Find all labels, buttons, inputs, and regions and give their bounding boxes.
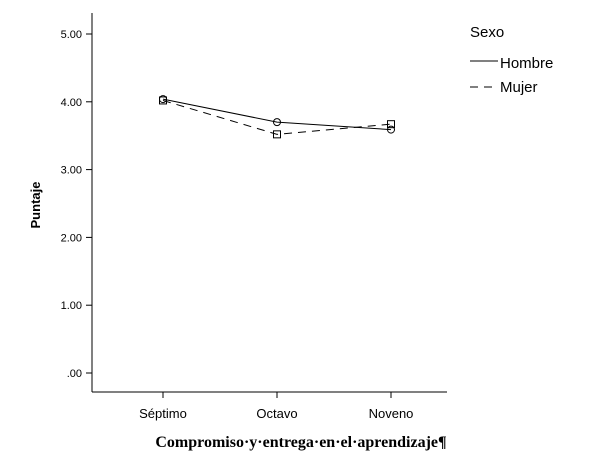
- y-axis-label: Puntaje: [28, 182, 43, 229]
- y-tick-label: .00: [67, 368, 82, 380]
- y-axis-ticks: .00 1.00 2.00 3.00 4.00 5.00: [61, 29, 92, 380]
- point-hombre: [273, 118, 281, 127]
- point-hombre: [387, 125, 395, 134]
- y-tick-label: 4.00: [61, 97, 82, 109]
- legend-label-mujer: Mujer: [500, 79, 538, 96]
- series-line-mujer: [162, 99, 392, 135]
- legend-label-hombre: Hombre: [500, 55, 553, 72]
- y-tick-label: 2.00: [61, 232, 82, 244]
- legend: Sexo Hombre Mujer: [470, 24, 553, 96]
- y-tick-label: 5.00: [61, 29, 82, 41]
- legend-title: Sexo: [470, 24, 504, 41]
- x-axis-ticks: Séptimo Octavo Noveno: [139, 392, 413, 421]
- x-tick-label: Octavo: [256, 406, 297, 421]
- series-layer: [159, 95, 395, 139]
- point-mujer: [159, 96, 167, 105]
- point-mujer: [273, 130, 281, 139]
- x-tick-label: Séptimo: [139, 406, 187, 421]
- chart-caption: Compromiso·y·entrega·en·el·aprendizaje¶: [155, 434, 446, 451]
- x-tick-label: Noveno: [369, 406, 414, 421]
- series-line-hombre: [162, 98, 392, 131]
- y-tick-label: 3.00: [61, 165, 82, 177]
- y-tick-label: 1.00: [61, 300, 82, 312]
- point-mujer: [387, 120, 395, 129]
